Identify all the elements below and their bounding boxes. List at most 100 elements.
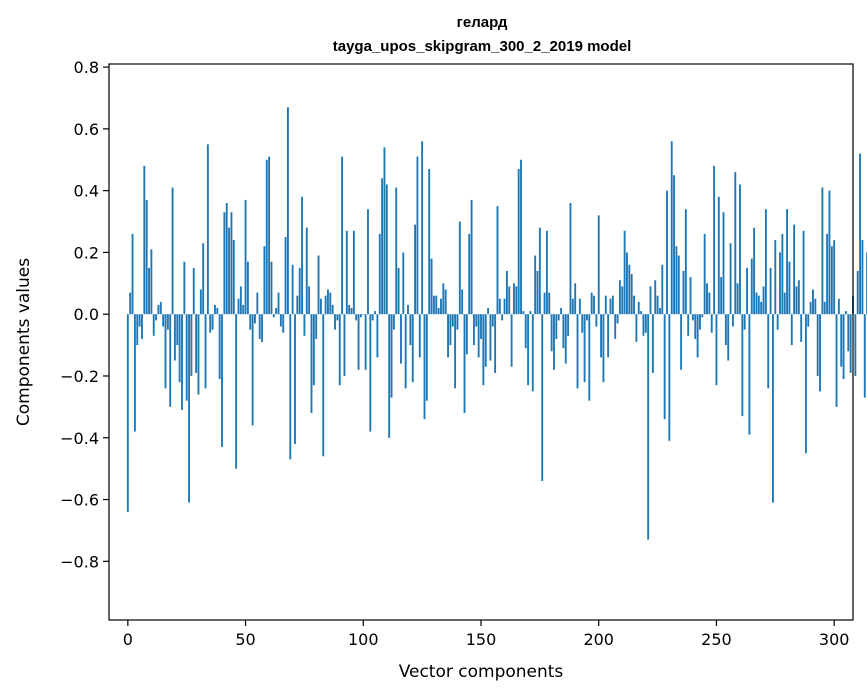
bar-58 [263, 246, 266, 315]
bar-121 [411, 314, 414, 383]
bar-133 [440, 298, 442, 315]
bar-249 [713, 165, 716, 315]
bar-74 [301, 196, 303, 315]
bar-313 [863, 314, 866, 398]
bar-157 [496, 206, 499, 315]
y-tick-label: −0.6 [60, 491, 99, 510]
bar-176 [541, 314, 544, 481]
bar-65 [279, 314, 282, 327]
bar-181 [553, 314, 555, 370]
bar-258 [734, 172, 737, 315]
bar-306 [847, 314, 850, 352]
bar-221 [647, 314, 650, 540]
bar-51 [246, 261, 249, 315]
bar-107 [378, 233, 381, 315]
bar-186 [564, 314, 567, 364]
bar-171 [529, 311, 532, 315]
bar-279 [783, 292, 786, 315]
bar-28 [192, 267, 195, 315]
bar-167 [520, 159, 522, 315]
bar-267 [755, 292, 758, 315]
bar-261 [741, 314, 744, 417]
bar-244 [701, 314, 704, 318]
bar-90 [338, 314, 341, 386]
bar-77 [308, 286, 311, 315]
bar-245 [703, 233, 706, 315]
bar-37 [214, 304, 216, 315]
bar-2 [131, 233, 134, 315]
bar-114 [395, 187, 398, 315]
bar-129 [430, 258, 433, 315]
bar-34 [206, 144, 209, 315]
bar-222 [649, 286, 652, 315]
bar-184 [560, 308, 562, 315]
bar-23 [181, 314, 183, 410]
chart-subtitle: tayga_upos_skipgram_300_2_2019 model [333, 38, 632, 55]
bar-3 [133, 314, 136, 432]
bar-80 [315, 314, 318, 339]
bar-179 [548, 292, 551, 315]
bar-286 [800, 314, 803, 342]
chart-title: гелард [457, 14, 508, 31]
bar-227 [661, 264, 664, 315]
bar-78 [310, 314, 313, 414]
bar-79 [312, 314, 315, 386]
bar-122 [414, 224, 417, 315]
bar-162 [508, 286, 511, 315]
bar-215 [633, 295, 635, 315]
bar-6 [141, 314, 143, 339]
bar-185 [562, 314, 565, 349]
bar-273 [769, 267, 772, 315]
bar-294 [819, 314, 821, 392]
bar-159 [501, 314, 504, 321]
bar-101 [364, 314, 367, 370]
bar-41 [223, 212, 226, 315]
y-tick-label: −0.4 [60, 429, 99, 448]
x-tick-label: 150 [466, 630, 497, 649]
bar-11 [152, 314, 155, 336]
bar-262 [743, 314, 746, 330]
bar-214 [630, 274, 633, 315]
bar-10 [150, 249, 153, 315]
bar-177 [543, 292, 546, 315]
bar-29 [195, 314, 198, 373]
bar-218 [640, 311, 643, 315]
x-tick-label: 50 [235, 630, 255, 649]
bar-150 [480, 314, 482, 339]
bar-67 [284, 236, 287, 315]
bar-289 [807, 314, 810, 327]
bar-39 [218, 314, 221, 380]
bar-44 [230, 212, 233, 315]
bar-207 [614, 314, 617, 339]
bar-72 [296, 295, 299, 315]
bar-236 [682, 270, 685, 315]
bar-269 [760, 301, 763, 315]
bar-117 [402, 252, 405, 315]
bar-62 [272, 314, 275, 318]
bar-298 [828, 190, 831, 315]
bar-53 [251, 314, 254, 426]
bar-148 [475, 314, 478, 327]
bar-61 [270, 261, 273, 315]
bar-84 [324, 295, 327, 315]
bar-116 [400, 314, 402, 364]
bar-240 [691, 314, 694, 321]
bar-76 [305, 227, 308, 315]
bar-91 [341, 156, 344, 315]
bar-209 [618, 280, 621, 315]
bar-83 [322, 314, 325, 457]
x-tick-label: 300 [819, 630, 850, 649]
bar-274 [772, 314, 774, 503]
bar-42 [225, 203, 228, 315]
bar-292 [814, 298, 817, 315]
bar-54 [254, 314, 256, 324]
bar-168 [522, 311, 525, 315]
bar-158 [498, 298, 501, 315]
bar-96 [352, 230, 355, 315]
bar-234 [677, 255, 680, 315]
bar-134 [442, 283, 445, 315]
bar-225 [656, 295, 659, 315]
bar-166 [517, 169, 520, 315]
bar-203 [604, 295, 607, 315]
bar-97 [355, 314, 358, 321]
